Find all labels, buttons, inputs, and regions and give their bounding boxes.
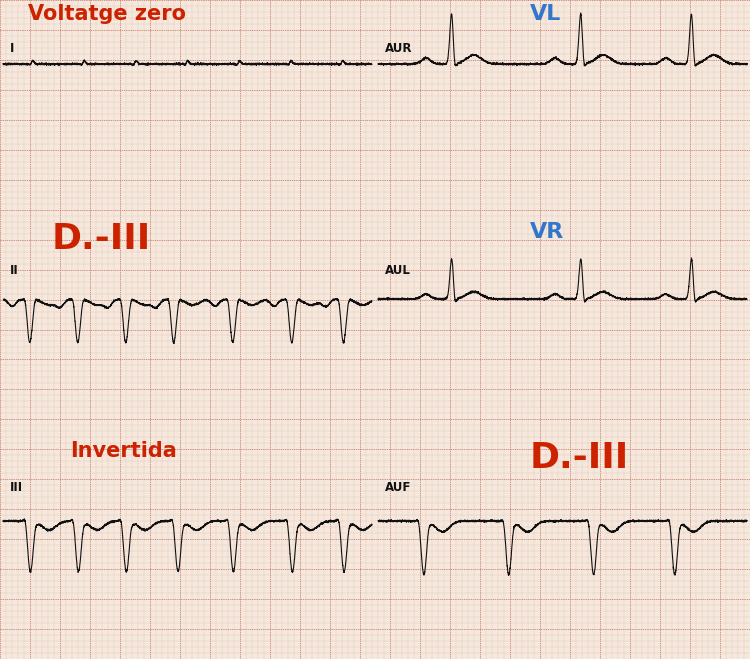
Text: AUR: AUR: [385, 42, 412, 55]
Text: III: III: [10, 481, 23, 494]
Text: D.-III: D.-III: [530, 441, 629, 475]
Text: I: I: [10, 42, 14, 55]
Text: AUL: AUL: [385, 264, 411, 277]
Text: D.-III: D.-III: [52, 222, 152, 256]
Text: Voltatge zero: Voltatge zero: [28, 4, 186, 24]
Text: AUF: AUF: [385, 481, 411, 494]
Text: VR: VR: [530, 222, 564, 242]
Text: VL: VL: [530, 4, 561, 24]
Text: Invertida: Invertida: [70, 441, 177, 461]
Text: II: II: [10, 264, 19, 277]
